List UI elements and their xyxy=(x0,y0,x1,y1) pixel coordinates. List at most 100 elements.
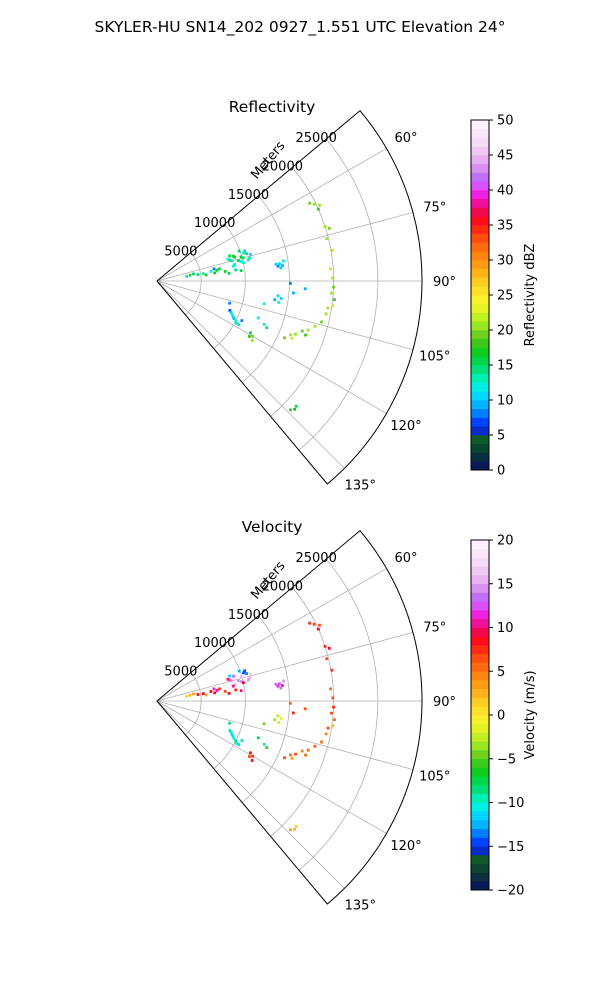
radar-gate xyxy=(262,302,266,306)
colorbar-tick-label: 10 xyxy=(497,394,514,409)
radar-gate xyxy=(251,754,255,758)
colorbar-segment xyxy=(471,225,489,235)
radar-gate xyxy=(300,749,304,753)
radar-gate xyxy=(282,259,285,263)
radar-gate xyxy=(230,679,234,683)
radar-gate xyxy=(324,732,328,736)
radar-gate xyxy=(228,721,232,725)
radar-gate xyxy=(291,291,295,295)
radar-gate xyxy=(262,722,266,726)
radar-gate xyxy=(229,311,233,314)
radar-gate xyxy=(282,679,285,683)
range-tick-label: 10000 xyxy=(194,216,235,231)
radar-gate xyxy=(331,304,335,308)
radar-gate xyxy=(196,693,200,696)
radar-gate xyxy=(235,741,238,745)
radar-gate xyxy=(228,301,232,305)
colorbar-segment xyxy=(471,216,489,226)
colorbar-segment xyxy=(471,408,489,418)
range-grid-arc xyxy=(298,558,379,871)
colorbar-segment xyxy=(471,190,489,200)
radar-gate xyxy=(332,285,335,289)
colorbar-tick-label: −15 xyxy=(497,840,524,855)
radar-gate xyxy=(278,682,281,686)
radar-gate xyxy=(237,249,241,253)
colorbar-segment xyxy=(471,846,489,856)
radar-gate xyxy=(276,294,280,298)
radar-gate xyxy=(231,315,235,318)
radar-gate xyxy=(245,672,248,676)
colorbar-segment xyxy=(471,435,489,445)
radar-gate xyxy=(331,696,335,700)
radar-gate xyxy=(304,333,307,337)
radar-gate xyxy=(320,740,323,744)
radar-gate xyxy=(227,692,231,695)
colorbar-tick-label: −10 xyxy=(497,796,524,811)
radar-gate xyxy=(247,335,251,338)
radar-gate xyxy=(228,254,232,258)
colorbar-segment xyxy=(471,207,489,217)
colorbar-segment xyxy=(471,417,489,427)
colorbar-segment xyxy=(471,715,489,725)
colorbar-tick-label: 15 xyxy=(497,577,514,592)
radar-gate xyxy=(227,272,231,275)
colorbar-segment xyxy=(471,566,489,576)
radar-gate xyxy=(313,744,317,748)
radar-gate xyxy=(304,753,307,757)
radar-gate xyxy=(192,272,195,276)
azimuth-grid-line xyxy=(156,700,387,834)
radar-gate xyxy=(235,321,238,325)
radar-gate xyxy=(241,256,245,260)
colorbar-segment xyxy=(471,373,489,383)
radar-gate xyxy=(239,689,243,693)
colorbar-label: Reflectivity dBZ xyxy=(523,244,538,347)
azimuth-tick-label: 120° xyxy=(390,839,421,854)
colorbar-segment xyxy=(471,312,489,322)
radar-gate xyxy=(280,684,284,688)
radar-gate xyxy=(234,688,238,692)
colorbar-segment xyxy=(471,443,489,453)
radar-gate xyxy=(241,676,245,680)
range-tick-label: 15000 xyxy=(228,608,269,623)
azimuth-grid-line xyxy=(156,212,414,282)
colorbar-segment xyxy=(471,697,489,707)
radar-gate xyxy=(276,264,280,268)
radar-gate xyxy=(277,301,281,304)
colorbar-tick-label: 30 xyxy=(497,254,514,269)
radar-gate xyxy=(333,718,336,722)
colorbar-segment xyxy=(471,295,489,305)
radar-gate xyxy=(312,622,316,626)
radar-gate xyxy=(218,687,221,691)
colorbar-segment xyxy=(471,540,489,550)
radar-gate xyxy=(231,264,235,268)
radar-gate xyxy=(192,692,195,696)
colorbar-segment xyxy=(471,338,489,348)
azimuth-grid-line xyxy=(156,632,414,702)
colorbar-segment xyxy=(471,155,489,165)
azimuth-tick-label: 135° xyxy=(345,478,376,493)
range-grid-arc xyxy=(213,643,246,769)
colorbar-segment xyxy=(471,706,489,716)
colorbar-segment xyxy=(471,330,489,340)
colorbar-segment xyxy=(471,181,489,191)
radar-gate xyxy=(332,705,335,709)
colorbar-segment xyxy=(471,627,489,637)
radar-gate xyxy=(239,680,243,683)
radar-gate xyxy=(240,319,244,322)
radar-gate xyxy=(276,714,280,718)
colorbar-segment xyxy=(471,461,489,471)
colorbar-segment xyxy=(471,251,489,261)
radar-gate xyxy=(289,828,292,832)
radar-gate xyxy=(212,267,216,271)
radar-gate xyxy=(293,827,297,831)
radar-gate xyxy=(289,408,292,412)
colorbar-segment xyxy=(471,163,489,173)
radar-gate xyxy=(320,320,323,324)
colorbar-segment xyxy=(471,863,489,873)
radar-gate xyxy=(240,739,244,742)
radar-gate xyxy=(330,291,333,295)
range-grid-arc xyxy=(241,615,290,803)
